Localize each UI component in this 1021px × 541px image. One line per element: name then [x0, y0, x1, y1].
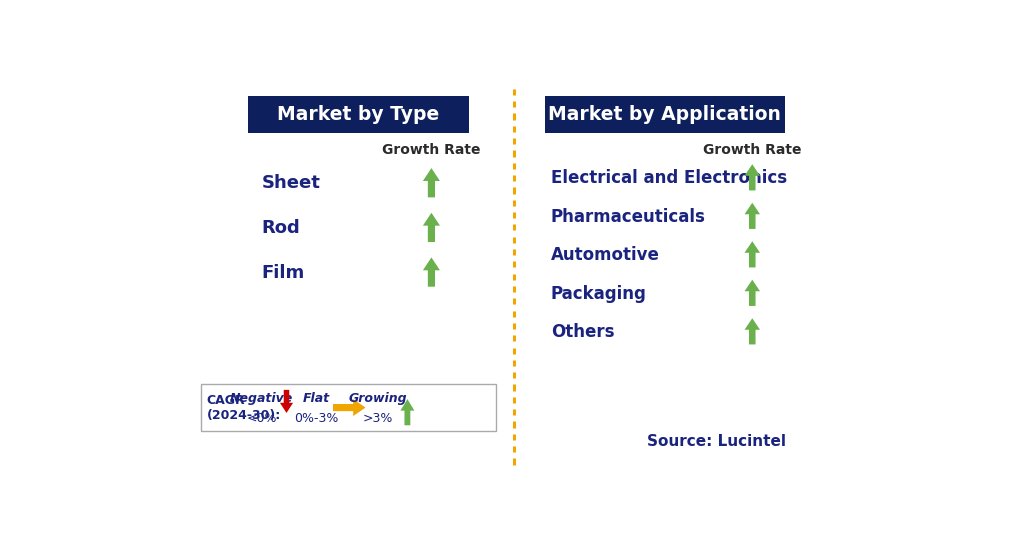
Polygon shape	[423, 213, 440, 242]
Polygon shape	[744, 280, 760, 306]
Polygon shape	[744, 203, 760, 229]
Text: Growth Rate: Growth Rate	[382, 143, 481, 157]
Text: Film: Film	[261, 264, 305, 282]
Text: Others: Others	[550, 323, 615, 341]
Text: Rod: Rod	[261, 219, 300, 237]
Text: 0%-3%: 0%-3%	[294, 412, 338, 425]
Text: CAGR
(2024-30):: CAGR (2024-30):	[206, 393, 281, 421]
Text: Negative: Negative	[230, 392, 293, 405]
Polygon shape	[744, 241, 760, 267]
Polygon shape	[423, 258, 440, 287]
Polygon shape	[333, 399, 366, 416]
Text: Growing: Growing	[348, 392, 407, 405]
Text: Packaging: Packaging	[550, 285, 646, 302]
Text: Growth Rate: Growth Rate	[703, 143, 801, 157]
Text: <0%: <0%	[246, 412, 277, 425]
Text: Market by Application: Market by Application	[548, 105, 781, 124]
Polygon shape	[744, 164, 760, 190]
Bar	[544, 96, 785, 134]
FancyBboxPatch shape	[201, 384, 496, 431]
Text: Source: Lucintel: Source: Lucintel	[647, 434, 786, 449]
Text: >3%: >3%	[362, 412, 393, 425]
Bar	[248, 96, 469, 134]
Polygon shape	[423, 168, 440, 197]
Polygon shape	[280, 390, 293, 413]
Text: Sheet: Sheet	[261, 175, 321, 193]
Text: Market by Type: Market by Type	[277, 105, 439, 124]
Text: Electrical and Electronics: Electrical and Electronics	[550, 169, 787, 187]
Polygon shape	[744, 318, 760, 345]
Polygon shape	[400, 399, 415, 425]
Text: Pharmaceuticals: Pharmaceuticals	[550, 208, 706, 226]
Text: Flat: Flat	[302, 392, 330, 405]
Text: Automotive: Automotive	[550, 246, 660, 264]
